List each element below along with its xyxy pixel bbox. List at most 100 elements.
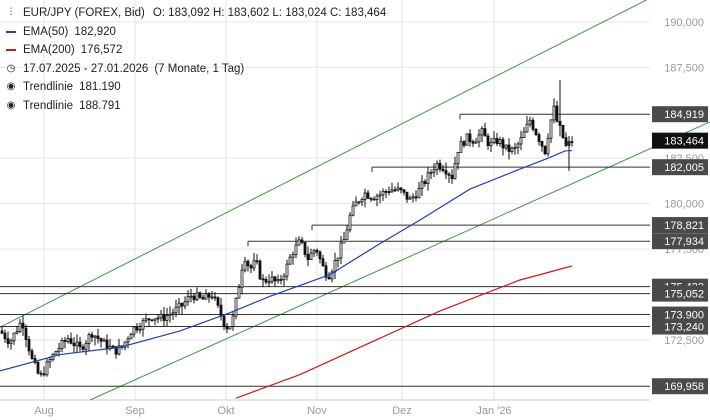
candle-body (549, 119, 553, 139)
candle-body (54, 350, 58, 355)
candle-body (30, 350, 34, 359)
price-tag-label: 183,464 (664, 136, 704, 148)
candle-body (225, 325, 229, 330)
candle-body (258, 260, 262, 280)
candle-body (360, 199, 364, 203)
candle-body (435, 162, 439, 171)
ema50-label: EMA(50) (23, 25, 69, 38)
candle-body (510, 147, 514, 152)
candle-body (117, 345, 121, 355)
candle-body (534, 128, 538, 136)
candle-body (186, 296, 190, 303)
candle-body (459, 141, 463, 153)
candle-body (426, 172, 430, 185)
candle-body (261, 278, 265, 281)
candle-body (111, 345, 115, 348)
candle-body (462, 141, 466, 146)
candle-body (3, 332, 7, 340)
candle-body (441, 168, 445, 171)
candle-body (195, 292, 199, 301)
candle-body (357, 201, 361, 204)
candle-body (63, 340, 67, 342)
price-tag: 178,821 (652, 217, 708, 234)
candle-body (336, 257, 340, 261)
candle-body (333, 260, 337, 273)
price-tag: 184,919 (652, 106, 708, 123)
candlestick-icon: ⫶ (9, 7, 13, 18)
candle-body (348, 214, 352, 231)
candle-body (84, 343, 88, 350)
candle-body (528, 119, 532, 125)
price-tag-bg (652, 159, 708, 176)
period-range: 17.07.2025 - 27.01.2026 (23, 62, 149, 75)
price-tag-bg (652, 318, 708, 335)
ema200-label: EMA(200) (23, 44, 75, 56)
candle-body (180, 302, 184, 307)
target-icon: ◉ (6, 99, 16, 111)
candle-body (267, 281, 271, 284)
candle-body (192, 295, 196, 301)
candle-body (495, 138, 499, 145)
candle-body (162, 313, 166, 321)
candle-body (540, 141, 544, 147)
legend-period: ◷ 17.07.2025 - 27.01.2026 (7 Monate, 1 T… (6, 60, 386, 79)
trendline (0, 0, 648, 328)
candle-body (96, 335, 100, 339)
candle-body (384, 190, 388, 193)
candle-body (429, 171, 433, 174)
candle-body (9, 340, 13, 344)
clock-icon: ◷ (6, 62, 16, 74)
candle-body (255, 260, 259, 263)
candle-body (87, 334, 91, 344)
candle-body (537, 134, 541, 142)
candle-body (501, 139, 505, 149)
trendline (89, 121, 710, 401)
candle-body (381, 190, 385, 196)
price-tag-bg (652, 106, 708, 123)
candle-body (144, 318, 148, 322)
price-tag-label: 184,919 (664, 109, 704, 121)
candle-body (447, 173, 451, 176)
candle-body (342, 238, 346, 244)
price-tag-bg (652, 233, 708, 250)
legend-ema50: EMA(50) 182,920 (6, 23, 386, 42)
period-note: (7 Monate, 1 Tag) (154, 62, 245, 75)
candle-body (39, 372, 43, 375)
candle-body (147, 318, 151, 321)
candle-body (402, 189, 406, 193)
candle-body (72, 342, 76, 347)
candle-body (504, 144, 508, 149)
candle-body (363, 192, 367, 200)
candle-body (138, 328, 142, 331)
price-tag-label: 175,052 (664, 289, 704, 301)
candle-body (114, 346, 118, 355)
ema200-line (235, 265, 573, 399)
candle-body (345, 229, 349, 240)
candle-body (507, 144, 511, 152)
candle-body (36, 362, 40, 374)
candle-body (411, 196, 415, 199)
candle-body (189, 295, 193, 298)
instrument-title: EUR/JPY (FOREX, Bid) (23, 7, 145, 19)
target-icon: ◉ (6, 81, 16, 92)
candle-body (327, 276, 331, 280)
candle-body (24, 327, 28, 340)
candle-body (387, 191, 391, 193)
candle-body (465, 133, 469, 146)
candle-body (78, 341, 82, 348)
trend2-label: Trendlinie (23, 99, 74, 112)
price-tag-label: 178,821 (664, 220, 704, 232)
candle-body (33, 358, 37, 363)
candle-body (546, 137, 550, 155)
candle-body (177, 302, 181, 308)
candle-body (372, 198, 376, 201)
candle-body (93, 335, 97, 338)
candle-body (174, 306, 178, 314)
ema50-swatch (6, 30, 16, 33)
price-tag: 183,464 (652, 132, 708, 149)
candle-body (222, 315, 226, 327)
candle-body (279, 279, 283, 281)
candle-body (102, 339, 106, 342)
candle-body (213, 296, 217, 299)
